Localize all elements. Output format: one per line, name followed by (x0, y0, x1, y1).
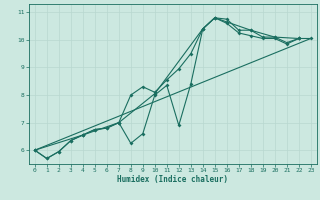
X-axis label: Humidex (Indice chaleur): Humidex (Indice chaleur) (117, 175, 228, 184)
